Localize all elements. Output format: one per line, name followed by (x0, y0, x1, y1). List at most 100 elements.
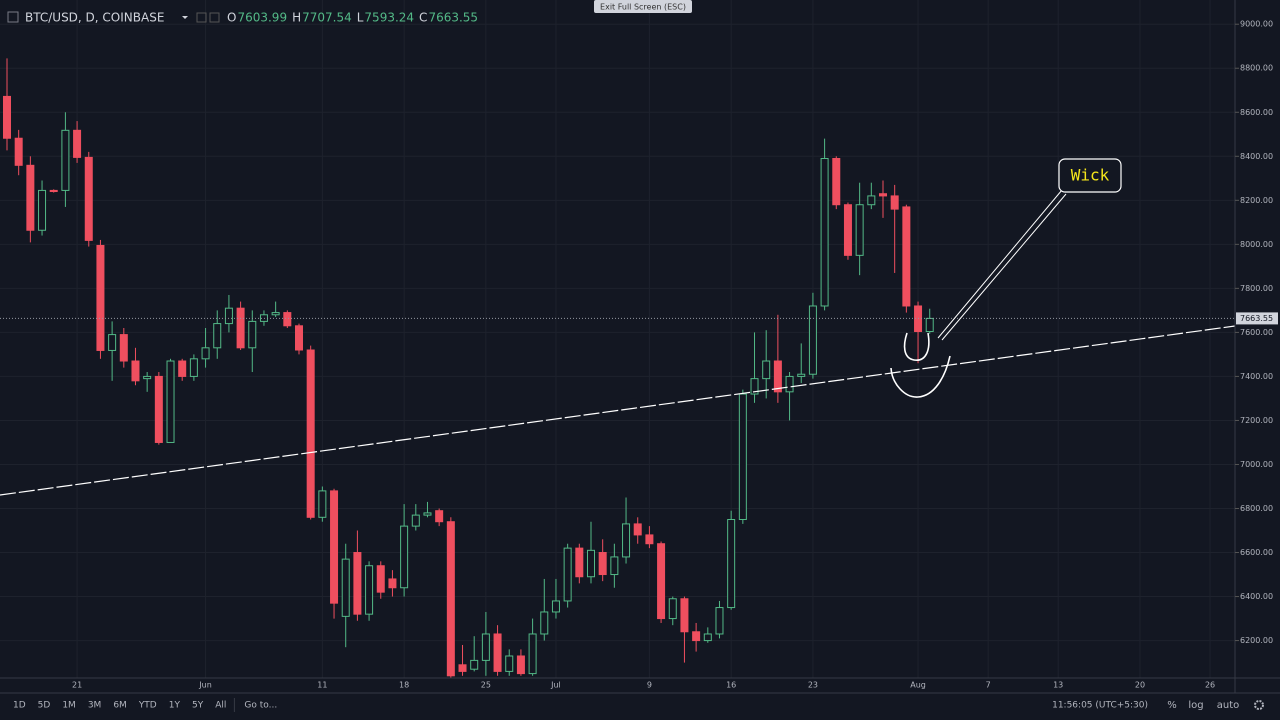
range-button[interactable]: 1D (13, 701, 26, 711)
candle-body (26, 164, 35, 231)
callout-line (941, 193, 1067, 341)
candle-body (73, 129, 82, 158)
axes: 6200.00 6400.00 6600.00 6800.00 7000.00 7200.… (72, 20, 1278, 690)
candle-body (481, 633, 490, 661)
y-tick-label: 8200.00 (1240, 196, 1273, 205)
settings-button[interactable] (1254, 700, 1264, 710)
candle-body (189, 358, 198, 377)
x-tick-label: 23 (808, 681, 818, 690)
candle-body (178, 360, 187, 377)
candle-body (131, 360, 140, 382)
range-button[interactable]: 3M (88, 701, 102, 711)
x-tick-label: 11 (317, 681, 327, 690)
ohlc-value: 7707.54 (302, 11, 352, 25)
range-button[interactable]: 5Y (192, 701, 204, 711)
y-tick-label: 7200.00 (1240, 416, 1273, 425)
candle-body (902, 206, 911, 307)
candle-body (703, 633, 712, 642)
y-tick-label: 8800.00 (1240, 64, 1273, 73)
range-button[interactable]: 5D (38, 701, 51, 711)
ohlc-key: O (227, 11, 236, 25)
candle-body (61, 129, 70, 191)
candle-body (680, 598, 689, 633)
candle-body (365, 565, 374, 615)
candle-body (867, 195, 876, 206)
range-button[interactable]: 1Y (169, 701, 181, 711)
candle-body (470, 659, 479, 670)
candle-body (668, 598, 677, 620)
candle-body (400, 525, 409, 589)
candle-body (14, 137, 23, 166)
y-tick-label: 7800.00 (1240, 284, 1273, 293)
candle-body (248, 320, 257, 349)
candle-body (119, 334, 128, 362)
candle-body (271, 312, 280, 316)
range-button[interactable]: All (215, 701, 226, 711)
settings-icon[interactable] (209, 12, 220, 23)
candle-body (330, 490, 339, 604)
candle-body (610, 556, 619, 576)
candle-body (692, 631, 701, 642)
callout-line (937, 189, 1063, 339)
candle-body (341, 558, 350, 617)
candle-body (108, 334, 117, 351)
y-tick-label: 6800.00 (1240, 504, 1273, 513)
candle-body (528, 633, 537, 675)
candle-body (166, 360, 175, 443)
candles (0, 58, 1235, 678)
symbol-dropdown[interactable] (182, 16, 188, 19)
candle-body (3, 95, 11, 139)
candle-body (551, 600, 560, 613)
candle-body (38, 189, 47, 231)
y-tick-label: 6600.00 (1240, 548, 1273, 557)
candle-body (773, 360, 782, 393)
menu-icon[interactable] (7, 11, 19, 23)
x-tick-label: 9 (647, 681, 652, 690)
candle-body (750, 378, 759, 395)
symbol[interactable]: BTC/USD, D, COINBASE (25, 11, 164, 25)
x-tick-label: Jul (550, 681, 561, 690)
candle-body (411, 514, 420, 527)
candle-body (306, 349, 315, 518)
y-tick-label: 8000.00 (1240, 240, 1273, 249)
x-tick-label: 21 (72, 681, 82, 690)
range-button[interactable]: 1M (62, 701, 76, 711)
candle-body (493, 633, 502, 672)
candle-body (388, 578, 397, 589)
x-tick-label: 7 (986, 681, 991, 690)
candle-body (516, 655, 525, 675)
y-tick-label: 8400.00 (1240, 152, 1273, 161)
candle-body (540, 611, 549, 635)
ohlc-key: H (292, 11, 301, 25)
candle-body (808, 305, 817, 375)
visibility-icon[interactable] (196, 12, 207, 23)
range-button[interactable]: YTD (138, 701, 157, 711)
range-button[interactable]: 6M (113, 701, 127, 711)
ohlc-value: 7603.99 (237, 11, 287, 25)
exit-button[interactable] (594, 0, 692, 13)
candle-body (738, 393, 747, 521)
x-tick-label: 20 (1135, 681, 1145, 690)
candle-body (715, 607, 724, 635)
exit-label[interactable]: Exit Full Screen (ESC) (600, 3, 686, 12)
candle-body (598, 552, 607, 576)
candle-body (84, 156, 93, 241)
scale-option[interactable]: log (1188, 700, 1203, 711)
candle-body (622, 523, 631, 558)
x-tick-label: 25 (481, 681, 491, 690)
scale-option[interactable]: auto (1217, 700, 1240, 711)
candle-body (633, 523, 642, 536)
candle-body (657, 543, 666, 620)
candle-body (879, 193, 887, 197)
candle-body (575, 547, 584, 578)
last-price-label: 7663.55 (1240, 314, 1273, 323)
ohlc-legend: O 7603.99 H 7707.54 L 7593.24 C 7663.55 (227, 11, 478, 25)
scale-option[interactable]: % (1167, 700, 1177, 711)
candle-body (587, 549, 595, 578)
goto-button[interactable]: Go to... (244, 701, 277, 711)
candle-body (645, 534, 654, 545)
candle-body (295, 325, 303, 351)
candle-body (154, 375, 163, 443)
